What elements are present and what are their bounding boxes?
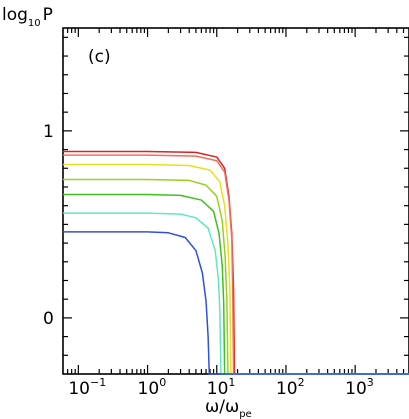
x-tick-label: 101 [207,376,236,399]
x-tick-label: 100 [138,376,167,399]
panel-label: (c) [88,47,111,67]
x-tick-label-base: 10 [345,379,367,399]
series-line-2 [63,154,409,375]
y-axis-label-symbol: P [43,5,53,25]
series-line-4 [63,178,409,375]
x-axis-label-subscript: pe [239,409,252,419]
y-tick-label: 0 [43,309,54,329]
x-axis-label: ω/ωpe [205,397,252,419]
x-tick-label-exponent: −1 [90,376,106,389]
y-axis-label-base: log [2,5,28,25]
x-tick-label-base: 10 [68,379,90,399]
series-line-5 [63,193,409,375]
series-line-3 [63,163,409,375]
x-tick-label: 102 [276,376,305,399]
x-tick-label-exponent: 2 [298,376,305,389]
series-line-1 [63,150,409,375]
series-line-7 [63,231,409,375]
plot-frame [62,27,409,375]
y-axis-label-subscript: 10 [28,18,41,29]
x-axis-label-main: ω/ω [205,397,239,417]
x-tick-label-exponent: 0 [159,376,166,389]
x-tick-label: 10−1 [68,376,106,399]
x-tick-label-base: 10 [276,379,298,399]
x-tick-label: 103 [345,376,374,399]
series-group [63,150,409,375]
y-tick-label: 1 [43,122,54,142]
x-tick-label-base: 10 [138,379,160,399]
x-tick-label-base: 10 [207,379,229,399]
series-line-6 [63,212,409,375]
x-tick-label-exponent: 3 [367,376,374,389]
x-tick-label-exponent: 1 [228,376,235,389]
y-axis-label: log10 P [2,5,53,29]
